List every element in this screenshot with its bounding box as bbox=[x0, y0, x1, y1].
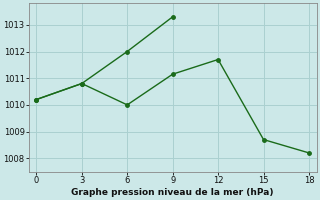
X-axis label: Graphe pression niveau de la mer (hPa): Graphe pression niveau de la mer (hPa) bbox=[71, 188, 274, 197]
